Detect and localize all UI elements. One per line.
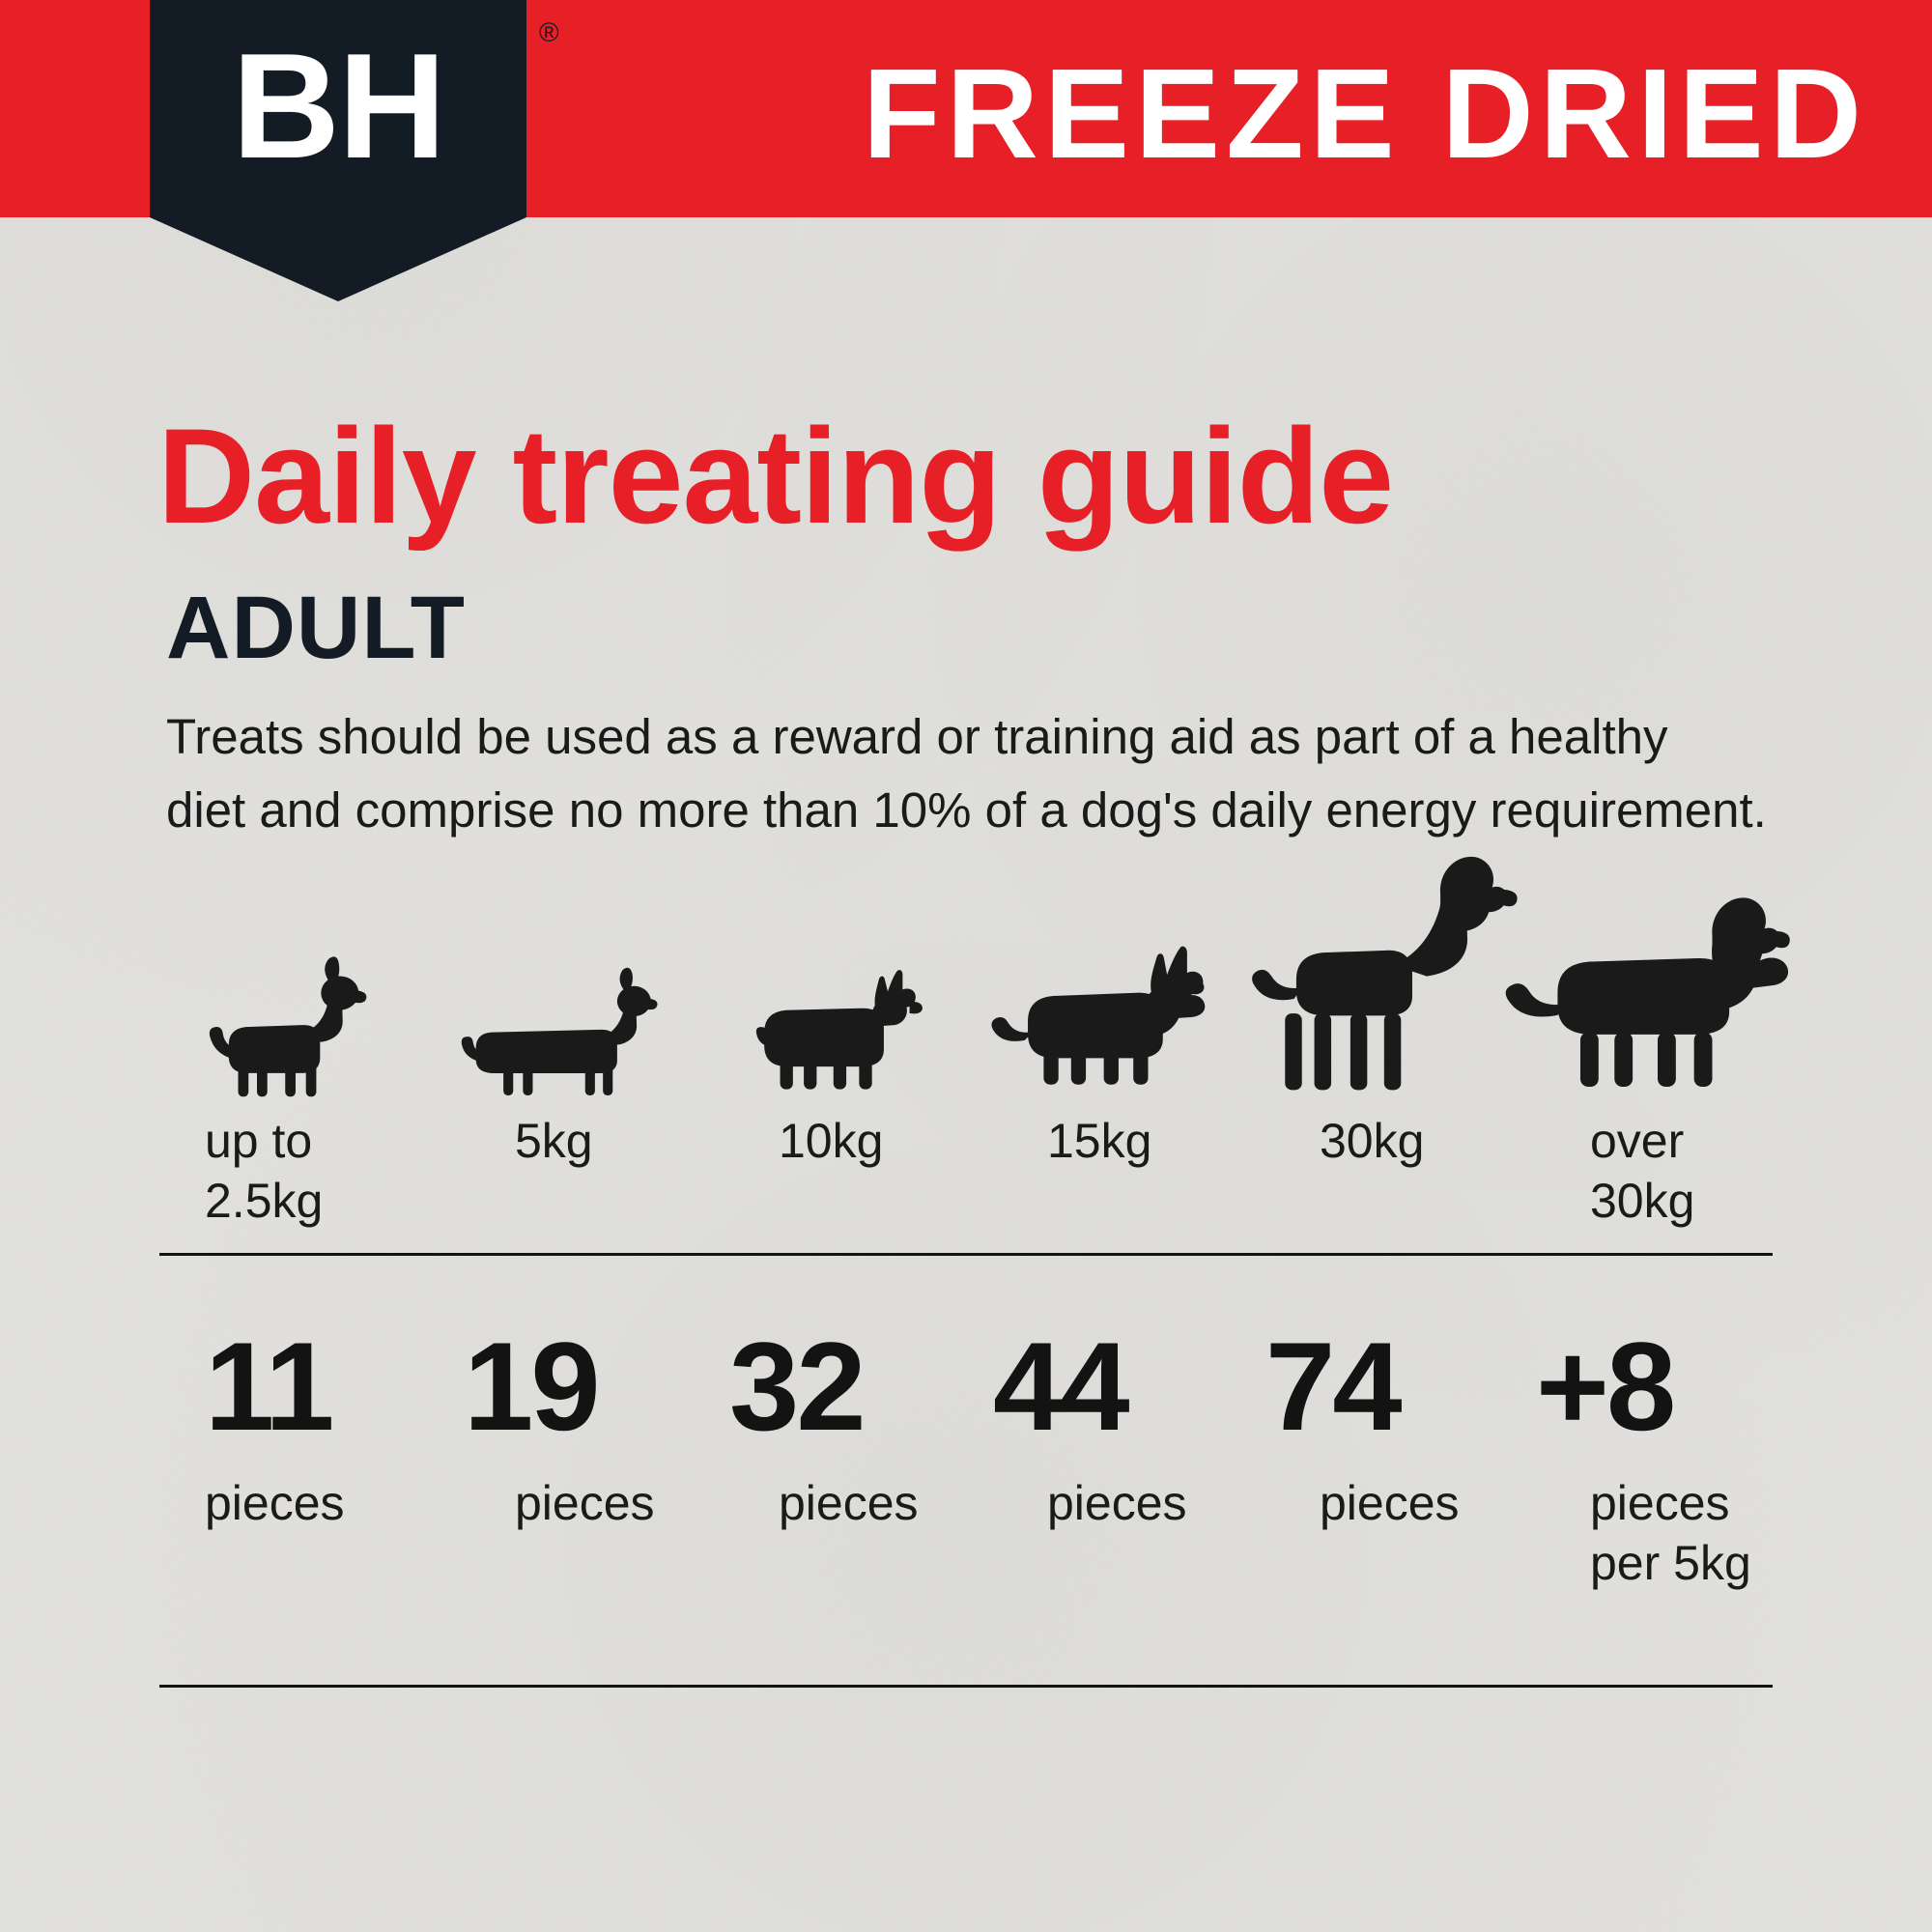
svg-text:BH: BH — [232, 22, 444, 189]
